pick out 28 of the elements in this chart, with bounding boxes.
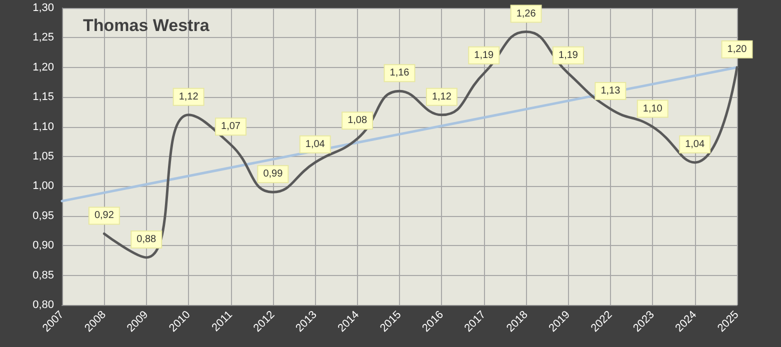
y-tick-label: 1,20 <box>32 61 54 74</box>
data-label: 1,12 <box>432 91 452 102</box>
y-tick-label: 1,15 <box>32 91 54 104</box>
data-label: 0,92 <box>94 210 114 222</box>
data-label: 0,99 <box>263 168 284 180</box>
data-label: 1,19 <box>474 50 494 61</box>
data-label: 1,19 <box>558 50 578 61</box>
y-tick-label: 0,95 <box>32 210 54 222</box>
data-label: 1,16 <box>390 68 410 79</box>
y-tick-label: 0,90 <box>32 240 54 252</box>
data-label: 1,13 <box>600 85 621 96</box>
y-tick-label: 1,30 <box>32 2 54 14</box>
data-label: 1,26 <box>516 8 536 20</box>
y-tick-label: 0,80 <box>32 299 54 311</box>
data-label: 1,10 <box>642 103 663 114</box>
data-label: 1,04 <box>685 138 705 150</box>
y-tick-label: 1,10 <box>32 120 54 133</box>
y-tick-label: 1,05 <box>32 150 54 162</box>
data-label: 1,07 <box>221 121 241 132</box>
y-tick-label: 1,00 <box>32 180 54 192</box>
data-label: 1,12 <box>178 91 199 102</box>
y-tick-label: 0,85 <box>32 269 54 282</box>
data-label: 1,08 <box>348 115 368 126</box>
text: Thomas Westra <box>83 16 210 35</box>
data-label: 0,88 <box>136 234 157 245</box>
data-label: 1,04 <box>305 138 326 150</box>
y-tick-label: 1,25 <box>32 32 54 44</box>
data-label: 1,20 <box>727 44 748 55</box>
